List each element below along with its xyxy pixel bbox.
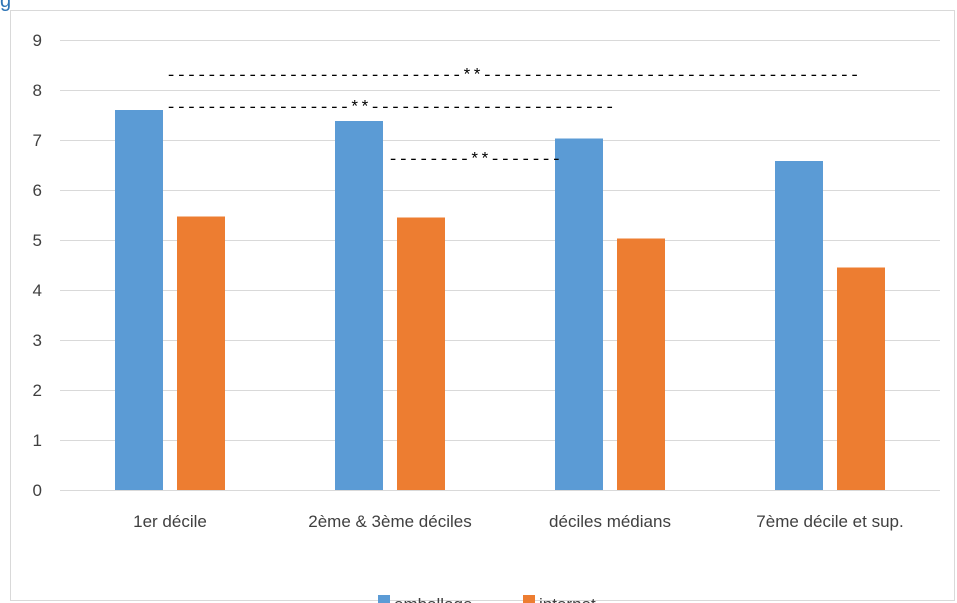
category-label: déciles médians [549, 512, 671, 531]
y-tick-label: 2 [33, 381, 42, 400]
bar-emballage-2 [555, 138, 603, 490]
y-tick-label: 7 [33, 131, 42, 150]
y-tick-label: 5 [33, 231, 42, 250]
significance-annotation-3: --------**------- [388, 151, 561, 170]
legend-swatch-internet [523, 595, 535, 603]
category-label: 2ème & 3ème déciles [308, 512, 471, 531]
bar-emballage-3 [775, 161, 823, 490]
bar-internet-1 [397, 217, 445, 490]
y-tick-label: 3 [33, 331, 42, 350]
bar-emballage-0 [115, 110, 163, 490]
category-label: 7ème décile et sup. [756, 512, 903, 531]
bar-internet-2 [617, 238, 665, 490]
legend-swatch-emballage [378, 595, 390, 603]
y-tick-label: 1 [33, 431, 42, 450]
bars [115, 110, 885, 490]
legend-label-emballage: emballage [394, 595, 472, 603]
significance-annotation-2: ------------------**--------------------… [166, 99, 615, 118]
y-tick-label: 9 [33, 31, 42, 50]
y-axis-ticks: 0 1 2 3 4 5 6 7 8 9 [33, 31, 42, 500]
y-tick-label: 0 [33, 481, 42, 500]
significance-annotation-1: -----------------------------**---------… [166, 67, 860, 86]
bar-internet-0 [177, 216, 225, 490]
bar-emballage-1 [335, 121, 383, 490]
category-label: 1er décile [133, 512, 207, 531]
category-labels: 1er décile 2ème & 3ème déciles déciles méd… [133, 512, 904, 531]
header-fragment: g [0, 0, 12, 12]
y-tick-label: 4 [33, 281, 42, 300]
chart-border [10, 10, 955, 601]
y-tick-label: 8 [33, 81, 42, 100]
legend-label-internet: internet [539, 595, 596, 603]
legend: emballage internet [378, 595, 596, 603]
y-tick-label: 6 [33, 181, 42, 200]
bar-internet-3 [837, 267, 885, 490]
